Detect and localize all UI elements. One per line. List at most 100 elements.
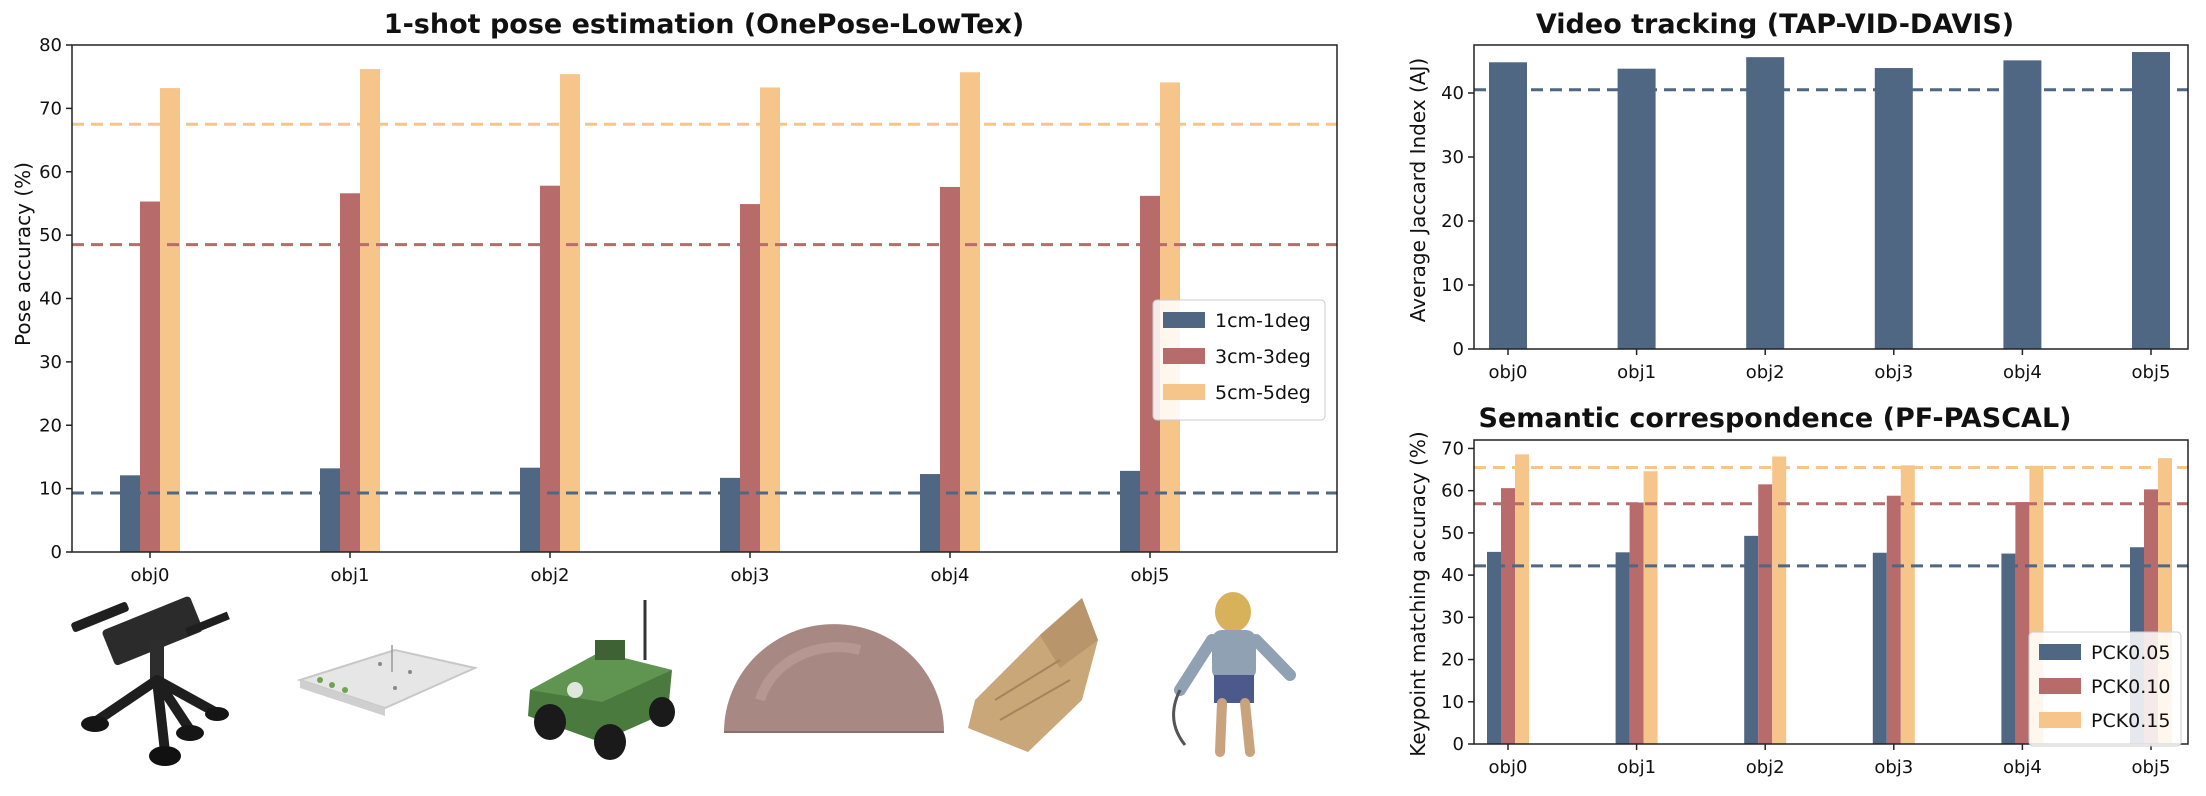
tracking-bar-aj-obj1 xyxy=(1617,68,1656,350)
pose-x-tick-label: obj0 xyxy=(131,565,170,586)
semantic-y-tick-label: 40 xyxy=(1441,565,1464,586)
pose-bar-1cm-1deg-obj3 xyxy=(720,477,740,552)
tracking-y-tick-label: 0 xyxy=(1453,339,1464,360)
semantic-bar-PCK0.05-obj3 xyxy=(1872,552,1887,744)
pose-bar-3cm-3deg-obj3 xyxy=(740,204,760,553)
tracking-chart-title: Video tracking (TAP-VID-DAVIS) xyxy=(1536,9,2014,40)
tracking-bar-aj-obj2 xyxy=(1746,57,1785,349)
semantic-legend-entry: PCK0.15 xyxy=(2091,710,2171,732)
pose-y-tick-label: 0 xyxy=(51,542,62,563)
tracking-x-tick-label: obj4 xyxy=(2003,362,2042,383)
tracking-plot-frame xyxy=(1473,44,2189,350)
semantic-bar-PCK0.05-obj2 xyxy=(1744,535,1759,744)
pose-bar-3cm-3deg-obj0 xyxy=(140,201,160,552)
semantic-x-tick-label: obj1 xyxy=(1617,757,1656,778)
semantic-y-tick-label: 50 xyxy=(1441,523,1464,544)
pose-marks: 0 10 20 30 40 50 60 70 80 obj0 obj1 obj2 obj3 obj4 obj… xyxy=(39,35,1337,586)
tracking-bar-aj-obj5 xyxy=(2132,52,2170,349)
thumbnail-stone-icon xyxy=(968,598,1098,752)
tracking-x-tick-label: obj3 xyxy=(1874,362,1913,383)
pose-bar-1cm-1deg-obj5 xyxy=(1120,470,1140,552)
pose-legend: 1cm-1deg 3cm-3deg 5cm-5deg xyxy=(1152,299,1326,421)
pose-y-axis-label: Pose accuracy (%) xyxy=(11,162,35,346)
thumbnail-dome-icon xyxy=(724,624,944,733)
semantic-legend-swatch xyxy=(2039,712,2081,728)
semantic-bar-PCK0.15-obj2 xyxy=(1772,456,1787,744)
pose-bar-5cm-5deg-obj0 xyxy=(160,88,180,552)
semantic-y-axis-label: Keypoint matching accuracy (%) xyxy=(1406,431,1430,756)
pose-plot-frame xyxy=(71,44,1338,553)
semantic-x-tick-label: obj0 xyxy=(1489,757,1528,778)
semantic-legend-swatch xyxy=(2039,644,2081,660)
object-thumbnails xyxy=(71,592,1296,766)
pose-legend-entry: 1cm-1deg xyxy=(1215,310,1311,332)
thumbnail-gun-icon xyxy=(71,596,230,766)
pose-bar-1cm-1deg-obj1 xyxy=(320,468,340,552)
pose-bar-5cm-5deg-obj3 xyxy=(760,87,780,553)
semantic-y-tick-label: 20 xyxy=(1441,650,1464,671)
semantic-x-tick-label: obj2 xyxy=(1746,757,1785,778)
pose-bar-1cm-1deg-obj2 xyxy=(520,467,540,552)
semantic-bar-PCK0.05-obj0 xyxy=(1487,551,1501,744)
pose-chart-title: 1-shot pose estimation (OnePose-LowTex) xyxy=(384,9,1024,40)
semantic-y-tick-label: 60 xyxy=(1441,481,1464,502)
pose-bar-3cm-3deg-obj4 xyxy=(940,186,960,552)
tracking-x-tick-label: obj2 xyxy=(1746,362,1785,383)
pose-x-tick-label: obj1 xyxy=(331,565,370,586)
pose-y-tick-label: 60 xyxy=(39,162,62,183)
semantic-chart-title: Semantic correspondence (PF-PASCAL) xyxy=(1479,403,2072,434)
semantic-legend-swatch xyxy=(2039,678,2081,694)
pose-y-tick-label: 40 xyxy=(39,289,62,310)
semantic-bar-PCK0.10-obj1 xyxy=(1629,502,1644,744)
pose-x-tick-label: obj2 xyxy=(531,565,570,586)
tracking-y-axis-label: Average Jaccard Index (AJ) xyxy=(1406,58,1430,322)
pose-x-tick-label: obj4 xyxy=(931,565,970,586)
semantic-x-tick-label: obj5 xyxy=(2132,757,2171,778)
semantic-y-tick-label: 10 xyxy=(1441,692,1464,713)
pose-legend-swatch xyxy=(1163,312,1205,328)
thumbnail-figurine-icon xyxy=(1172,592,1296,757)
pose-bar-3cm-3deg-obj2 xyxy=(540,185,560,552)
semantic-bar-PCK0.15-obj3 xyxy=(1900,465,1915,744)
tracking-x-tick-label: obj1 xyxy=(1617,362,1656,383)
video-tracking-chart: Video tracking (TAP-VID-DAVIS) Average J… xyxy=(1406,9,2189,383)
tracking-bar-aj-obj0 xyxy=(1489,62,1527,349)
semantic-correspondence-chart: Semantic correspondence (PF-PASCAL) Keyp… xyxy=(1406,403,2189,778)
pose-legend-entry: 3cm-3deg xyxy=(1215,346,1311,368)
semantic-bar-PCK0.05-obj1 xyxy=(1615,552,1630,744)
pose-y-tick-label: 10 xyxy=(39,479,62,500)
thumbnail-board-icon xyxy=(296,645,479,716)
pose-bar-3cm-3deg-obj1 xyxy=(340,193,360,553)
tracking-x-tick-label: obj0 xyxy=(1489,362,1528,383)
pose-bar-5cm-5deg-obj2 xyxy=(560,74,580,552)
pose-x-tick-label: obj3 xyxy=(731,565,770,586)
pose-x-tick-label: obj5 xyxy=(1131,565,1170,586)
tracking-marks: 0 10 20 30 40 obj0 obj1 obj2 obj3 obj4 obj5 xyxy=(1441,52,2188,383)
semantic-x-tick-label: obj3 xyxy=(1874,757,1913,778)
semantic-bar-PCK0.05-obj4 xyxy=(2001,553,2016,744)
tracking-bar-aj-obj4 xyxy=(2003,60,2042,350)
semantic-bar-PCK0.10-obj4 xyxy=(2015,502,2030,744)
semantic-legend-entry: PCK0.10 xyxy=(2091,676,2171,698)
semantic-legend: PCK0.05 PCK0.10 PCK0.15 xyxy=(2028,631,2182,747)
pose-y-tick-label: 80 xyxy=(39,35,62,56)
semantic-legend-entry: PCK0.05 xyxy=(2091,642,2171,664)
semantic-bar-PCK0.15-obj1 xyxy=(1643,471,1658,744)
pose-legend-entry: 5cm-5deg xyxy=(1215,382,1311,404)
pose-bar-5cm-5deg-obj1 xyxy=(360,69,380,553)
tracking-y-tick-label: 30 xyxy=(1441,147,1464,168)
pose-y-tick-label: 70 xyxy=(39,98,62,119)
tracking-y-tick-label: 20 xyxy=(1441,211,1464,232)
pose-y-tick-label: 30 xyxy=(39,352,62,373)
pose-estimation-chart: 1-shot pose estimation (OnePose-LowTex) … xyxy=(11,9,1338,586)
pose-y-tick-label: 20 xyxy=(39,415,62,436)
semantic-bar-PCK0.10-obj2 xyxy=(1758,484,1773,744)
pose-bar-1cm-1deg-obj4 xyxy=(920,474,940,552)
pose-legend-swatch xyxy=(1163,384,1205,400)
tracking-x-tick-label: obj5 xyxy=(2132,362,2171,383)
semantic-bar-PCK0.10-obj3 xyxy=(1886,495,1901,744)
pose-bar-5cm-5deg-obj4 xyxy=(960,72,980,552)
pose-bar-3cm-3deg-obj5 xyxy=(1140,195,1160,552)
tracking-bar-aj-obj3 xyxy=(1874,68,1913,349)
semantic-plot-frame xyxy=(1473,439,2189,745)
